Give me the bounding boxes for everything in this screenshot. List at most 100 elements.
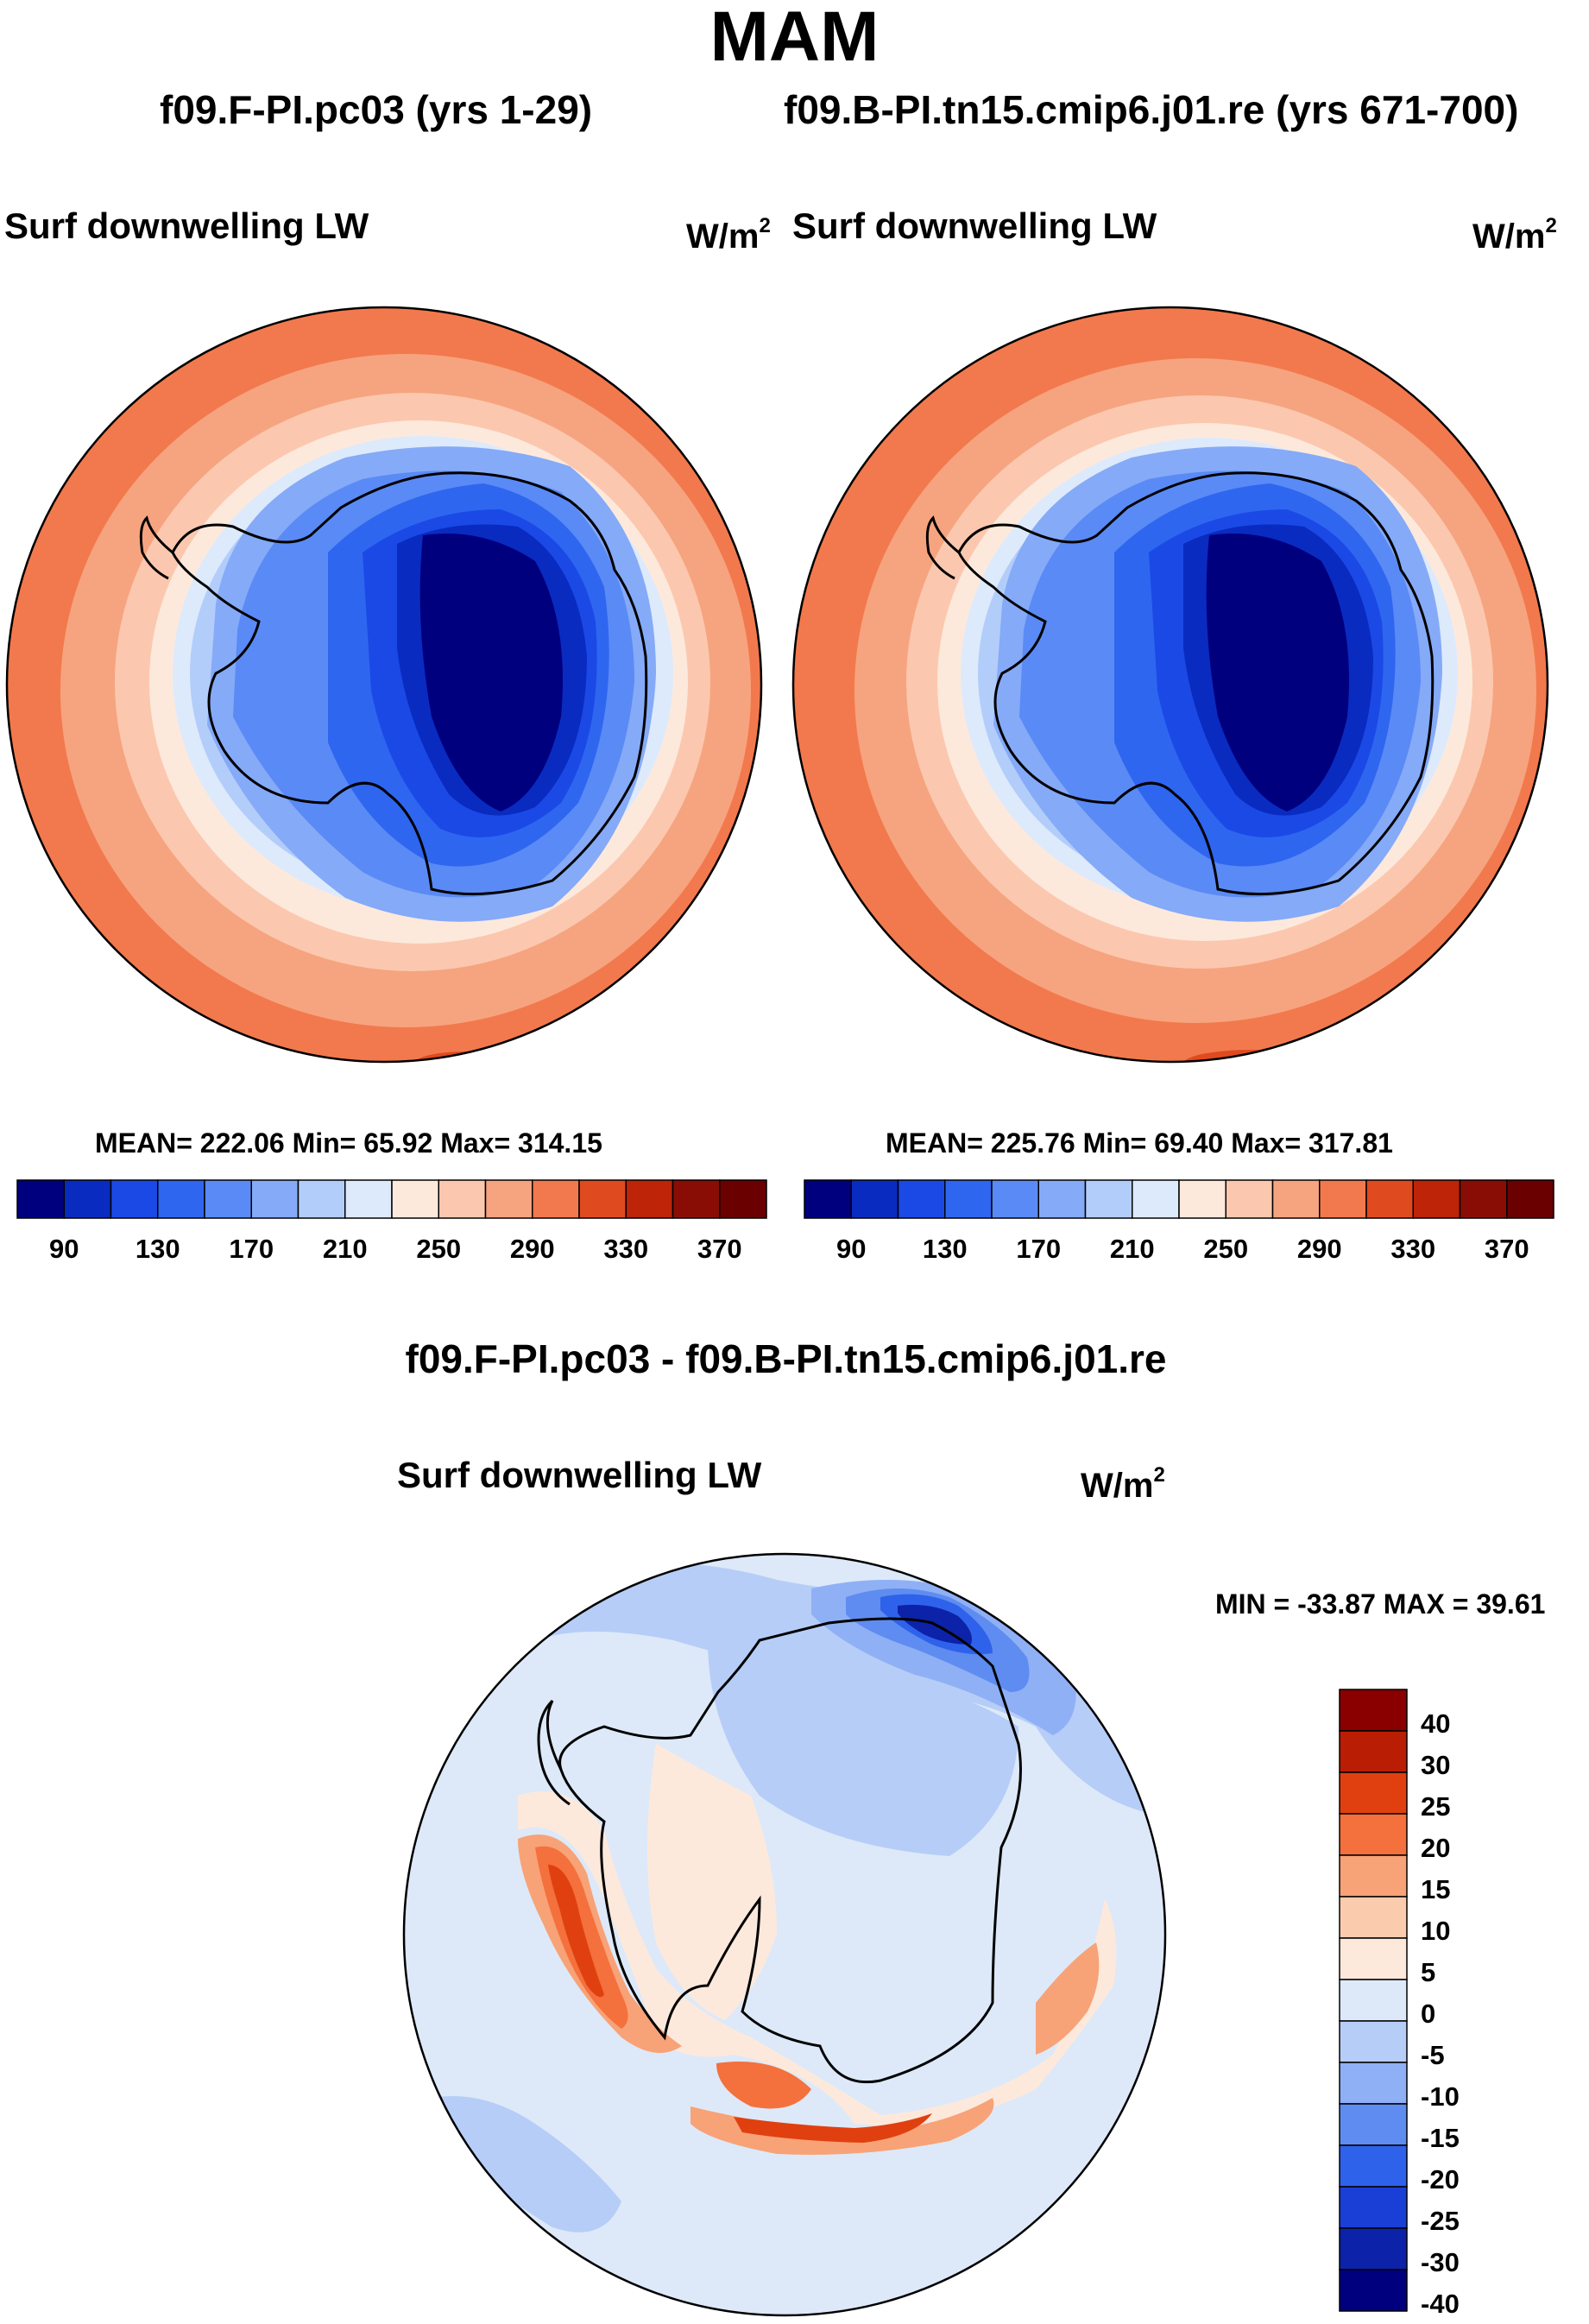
colorbar-swatch-1-2 [110,1179,159,1219]
panel-2-title: f09.B-PI.tn15.cmip6.j01.re (yrs 671-700) [784,87,1519,132]
panel-1-map [7,307,761,1062]
colorbar-tick-1-7: 370 [697,1234,742,1264]
colorbar-tick-3-12: -25 [1421,2206,1460,2236]
colorbar-swatch-2-6 [1084,1179,1133,1219]
colorbar-tick-3-10: -15 [1421,2123,1460,2153]
colorbar-swatch-3-6 [1339,1937,1408,1980]
colorbar-swatch-3-5 [1339,1896,1408,1939]
colorbar-tick-2-7: 370 [1484,1234,1529,1264]
panel-1-variable-label: Surf downwelling LW [4,205,369,246]
colorbar-swatch-3-2 [1339,1771,1408,1815]
colorbar-swatch-2-2 [897,1179,946,1219]
diff-units: W/m2 [1081,1463,1165,1505]
colorbar-swatch-3-13 [1339,2227,1408,2270]
panel-2-stats: MEAN= 225.76 Min= 69.40 Max= 317.81 [886,1127,1393,1159]
diff-stats: MIN = -33.87 MAX = 39.61 [1215,1588,1546,1620]
colorbar-tick-3-11: -20 [1421,2164,1460,2195]
colorbar-swatch-2-9 [1225,1179,1274,1219]
colorbar-swatch-1-12 [578,1179,627,1219]
colorbar-tick-1-1: 130 [135,1234,180,1264]
colorbar-swatch-1-10 [484,1179,533,1219]
colorbar-tick-3-2: 25 [1421,1791,1451,1822]
colorbar-swatch-1-4 [204,1179,252,1219]
colorbar-swatch-3-0 [1339,1689,1408,1732]
panel-2-map-border [791,306,1549,1064]
panel-2-units: W/m2 [1472,214,1557,256]
diff-map [404,1554,1165,2315]
colorbar-tick-3-6: 5 [1421,1957,1436,1987]
diff-title: f09.F-PI.pc03 - f09.B-PI.tn15.cmip6.j01.… [405,1336,1167,1381]
colorbar-tick-2-1: 130 [922,1234,968,1264]
panel-2-variable-label: Surf downwelling LW [792,205,1157,246]
colorbar-swatch-2-5 [1037,1179,1087,1219]
colorbar-swatch-1-3 [157,1179,205,1219]
colorbar-tick-3-8: -5 [1421,2040,1445,2070]
colorbar-swatch-1-9 [438,1179,487,1219]
colorbar-swatch-2-11 [1319,1179,1367,1219]
panel-1-map-border [5,306,763,1064]
colorbar-tick-1-6: 330 [603,1234,649,1264]
colorbar-swatch-3-3 [1339,1813,1408,1856]
colorbar-swatch-2-13 [1412,1179,1461,1219]
colorbar-tick-3-13: -30 [1421,2247,1460,2277]
colorbar-swatch-1-13 [625,1179,674,1219]
panel-2-colorbar [804,1179,1554,1219]
colorbar-swatch-2-14 [1459,1179,1508,1219]
colorbar-swatch-3-1 [1339,1730,1408,1773]
panel-2-map [793,307,1548,1062]
colorbar-swatch-2-12 [1365,1179,1414,1219]
colorbar-tick-1-0: 90 [49,1234,79,1264]
colorbar-swatch-1-5 [250,1179,300,1219]
colorbar-tick-3-4: 15 [1421,1874,1451,1904]
colorbar-tick-2-2: 170 [1016,1234,1062,1264]
colorbar-tick-1-2: 170 [229,1234,274,1264]
diff-colorbar [1339,1689,1408,2312]
panel-1-units: W/m2 [686,214,771,256]
figure-title: MAM [709,0,880,76]
colorbar-swatch-2-0 [804,1179,852,1219]
colorbar-tick-1-5: 290 [509,1234,555,1264]
colorbar-swatch-3-8 [1339,2020,1408,2063]
colorbar-swatch-3-9 [1339,2062,1408,2105]
colorbar-tick-3-5: 10 [1421,1916,1451,1946]
colorbar-swatch-2-10 [1271,1179,1321,1219]
colorbar-swatch-3-4 [1339,1854,1408,1898]
colorbar-swatch-2-7 [1132,1179,1180,1219]
diff-variable-label: Surf downwelling LW [397,1455,762,1495]
colorbar-swatch-2-1 [850,1179,899,1219]
colorbar-swatch-3-11 [1339,2144,1408,2188]
colorbar-tick-2-3: 210 [1109,1234,1155,1264]
colorbar-tick-1-3: 210 [322,1234,368,1264]
colorbar-swatch-2-3 [944,1179,993,1219]
colorbar-swatch-1-7 [344,1179,393,1219]
panel-1-stats: MEAN= 222.06 Min= 65.92 Max= 314.15 [95,1127,602,1159]
colorbar-swatch-2-15 [1506,1179,1554,1219]
colorbar-swatch-1-14 [672,1179,721,1219]
colorbar-tick-3-3: 20 [1421,1833,1451,1863]
colorbar-swatch-2-4 [991,1179,1039,1219]
panel-1-title: f09.F-PI.pc03 (yrs 1-29) [160,87,593,132]
colorbar-swatch-3-14 [1339,2269,1408,2312]
colorbar-tick-3-9: -10 [1421,2081,1460,2112]
colorbar-swatch-1-11 [532,1179,580,1219]
colorbar-tick-2-4: 250 [1203,1234,1249,1264]
colorbar-tick-2-6: 330 [1390,1234,1436,1264]
panel-1-colorbar [16,1179,767,1219]
colorbar-swatch-1-6 [297,1179,346,1219]
colorbar-swatch-1-15 [719,1179,767,1219]
colorbar-tick-3-7: 0 [1421,1999,1436,2029]
colorbar-tick-2-5: 290 [1296,1234,1342,1264]
colorbar-tick-3-1: 30 [1421,1750,1451,1780]
colorbar-swatch-1-8 [391,1179,439,1219]
colorbar-tick-3-0: 40 [1421,1708,1451,1739]
colorbar-tick-1-4: 250 [416,1234,462,1264]
colorbar-swatch-3-12 [1339,2186,1408,2229]
colorbar-swatch-1-1 [63,1179,112,1219]
colorbar-swatch-3-10 [1339,2103,1408,2146]
colorbar-swatch-3-7 [1339,1979,1408,2022]
colorbar-tick-3-14: -40 [1421,2289,1460,2319]
colorbar-swatch-1-0 [16,1179,65,1219]
colorbar-tick-2-0: 90 [836,1234,867,1264]
colorbar-swatch-2-8 [1178,1179,1226,1219]
